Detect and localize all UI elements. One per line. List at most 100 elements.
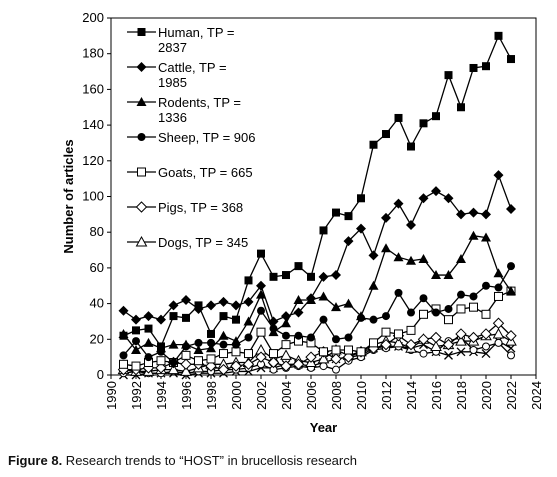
data-point-series-2 — [356, 223, 366, 234]
data-point-series-1 — [232, 315, 240, 324]
data-point-series-6 — [230, 360, 242, 372]
data-point-series-1 — [469, 63, 478, 72]
data-point-series-2 — [481, 209, 491, 220]
data-point-series-5 — [131, 361, 141, 371]
data-point-series-6 — [155, 362, 167, 374]
data-point-series-5 — [269, 349, 278, 359]
data-point-series-4 — [507, 262, 515, 271]
x-tick-label: 2018 — [454, 381, 469, 410]
data-point-series-2 — [218, 296, 229, 307]
data-point-series-1 — [144, 324, 153, 333]
data-point-series-2 — [343, 236, 354, 247]
data-point-series-2 — [131, 314, 141, 325]
x-tick-label: 2006 — [304, 381, 319, 410]
data-point-series-1 — [319, 226, 328, 235]
data-point-series-5 — [469, 302, 478, 312]
data-point-series-8 — [319, 362, 328, 371]
data-point-series-1 — [432, 112, 440, 121]
legend-marker-7 — [135, 235, 148, 247]
data-point-series-5 — [406, 325, 416, 335]
data-point-series-8 — [419, 349, 428, 358]
series-line-6 — [123, 322, 512, 371]
y-tick-label: 60 — [90, 260, 104, 275]
data-point-series-7 — [430, 340, 442, 351]
data-point-series-5 — [319, 347, 328, 357]
data-point-series-2 — [493, 170, 504, 181]
data-point-series-5 — [494, 291, 503, 301]
data-point-series-3 — [506, 286, 516, 296]
data-point-series-4 — [282, 331, 290, 340]
data-point-series-2 — [468, 207, 479, 218]
data-point-series-3 — [281, 318, 291, 328]
data-point-series-5 — [394, 329, 403, 339]
data-point-series-4 — [469, 292, 478, 301]
data-point-series-5 — [219, 349, 228, 359]
data-point-series-5 — [456, 304, 466, 314]
y-tick-label: 140 — [82, 117, 104, 132]
data-point-series-3 — [431, 270, 441, 280]
data-point-series-2 — [293, 307, 304, 318]
data-point-series-6 — [442, 338, 455, 351]
data-point-series-5 — [231, 347, 241, 357]
y-tick-label: 200 — [82, 10, 104, 25]
data-point-series-5 — [419, 309, 428, 319]
data-point-series-2 — [418, 193, 429, 204]
data-point-series-5 — [381, 327, 391, 337]
x-tick-label: 2008 — [329, 381, 344, 410]
data-point-series-6 — [505, 330, 517, 342]
data-point-series-2 — [268, 316, 279, 327]
legend-label-6: Pigs, TP = 368 — [158, 200, 243, 215]
data-point-series-9 — [444, 350, 453, 360]
data-point-series-1 — [369, 140, 378, 149]
data-point-series-2 — [443, 193, 454, 204]
data-point-series-2 — [243, 296, 254, 307]
data-point-series-4 — [369, 315, 378, 324]
data-point-series-1 — [282, 271, 290, 280]
data-point-series-3 — [206, 343, 216, 353]
data-point-series-5 — [444, 315, 453, 325]
data-point-series-6 — [342, 351, 355, 363]
data-point-series-1 — [507, 55, 515, 64]
y-tick-label: 160 — [82, 81, 104, 96]
data-point-series-4 — [407, 308, 415, 317]
data-point-series-3 — [231, 336, 241, 346]
data-point-series-6 — [417, 333, 430, 346]
data-point-series-4 — [132, 337, 140, 346]
legend-marker-6 — [135, 201, 148, 213]
data-point-series-2 — [156, 314, 166, 325]
data-point-series-6 — [242, 358, 255, 370]
data-point-series-3 — [318, 291, 329, 301]
legend-marker-5 — [137, 167, 146, 177]
data-point-series-6 — [180, 358, 192, 370]
data-point-series-3 — [356, 311, 366, 321]
data-point-series-1 — [169, 312, 178, 321]
data-point-series-1 — [407, 142, 415, 151]
y-tick-label: 100 — [82, 189, 104, 204]
data-point-series-6 — [430, 331, 442, 344]
data-point-series-5 — [181, 350, 191, 360]
legend-label-1: Human, TP = 2837 — [158, 25, 234, 55]
data-point-series-5 — [206, 354, 216, 364]
data-point-series-7 — [455, 335, 467, 346]
data-point-series-7 — [392, 336, 405, 348]
data-point-series-1 — [244, 276, 253, 285]
data-point-series-3 — [218, 330, 229, 340]
legend-label-5: Goats, TP = 665 — [158, 165, 253, 180]
data-point-series-2 — [118, 305, 129, 316]
y-tick-label: 0 — [97, 367, 104, 382]
data-point-series-1 — [194, 301, 203, 310]
data-point-series-4 — [257, 306, 265, 315]
data-point-series-2 — [431, 186, 441, 197]
data-point-series-4 — [294, 331, 303, 340]
data-point-series-1 — [257, 249, 265, 258]
data-point-series-1 — [119, 331, 128, 340]
data-point-series-5 — [356, 347, 366, 357]
data-point-series-4 — [169, 358, 178, 367]
data-point-series-1 — [482, 62, 490, 71]
data-point-series-8 — [494, 338, 503, 347]
data-point-series-6 — [405, 338, 417, 351]
data-point-series-1 — [132, 326, 140, 335]
data-point-series-3 — [468, 230, 479, 240]
y-tick-label: 120 — [82, 153, 104, 168]
y-tick-label: 20 — [90, 331, 104, 346]
